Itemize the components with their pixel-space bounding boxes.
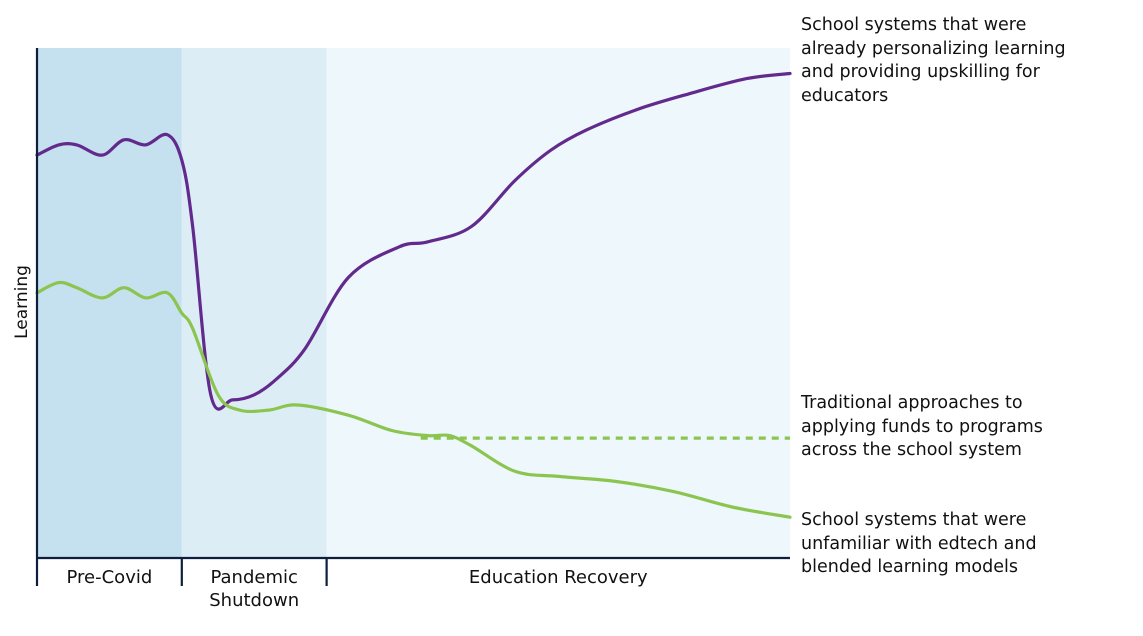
series-lines	[35, 71, 792, 519]
axes	[35, 48, 790, 586]
annotation-line: and providing upskilling for	[801, 62, 1040, 82]
y-axis-label: Learning	[12, 265, 32, 339]
phase-band-1	[181, 48, 327, 558]
annotation-line: already personalizing learning	[801, 38, 1066, 59]
phase-band-2	[326, 48, 790, 558]
annotation-line: Traditional approaches to	[801, 393, 1023, 413]
phase-label-line: Education Recovery	[468, 567, 648, 588]
annotation-line: School systems that were	[801, 510, 1027, 530]
annotation-line: unfamiliar with edtech and	[801, 533, 1037, 554]
annotation-line: educators	[801, 85, 889, 106]
annotation-line: School systems that were	[801, 15, 1027, 35]
phase-label-line: Shutdown	[209, 590, 300, 611]
annotation-line: across the school system	[801, 440, 1022, 460]
phase-band-0	[37, 48, 182, 558]
annotation-traditional: Traditional approaches to applying funds …	[801, 392, 1043, 463]
phase-label-line: Pre-Covid	[66, 567, 153, 588]
phase-label-pandemic-shutdown: Pandemic Shutdown	[182, 566, 327, 612]
annotation-unfamiliar: School systems that were unfamiliar with …	[801, 509, 1037, 580]
annotation-line: applying funds to programs	[801, 416, 1043, 437]
series-unfamiliar-line	[35, 280, 792, 519]
series-personalizing-line	[35, 71, 792, 411]
phase-label-education-recovery: Education Recovery	[327, 566, 790, 589]
phase-label-pre-covid: Pre-Covid	[37, 566, 182, 589]
annotation-personalizing: School systems that were already personal…	[801, 14, 1066, 108]
phase-bands	[37, 48, 790, 558]
phase-label-line: Pandemic	[210, 567, 298, 588]
annotation-line: blended learning models	[801, 557, 1018, 577]
